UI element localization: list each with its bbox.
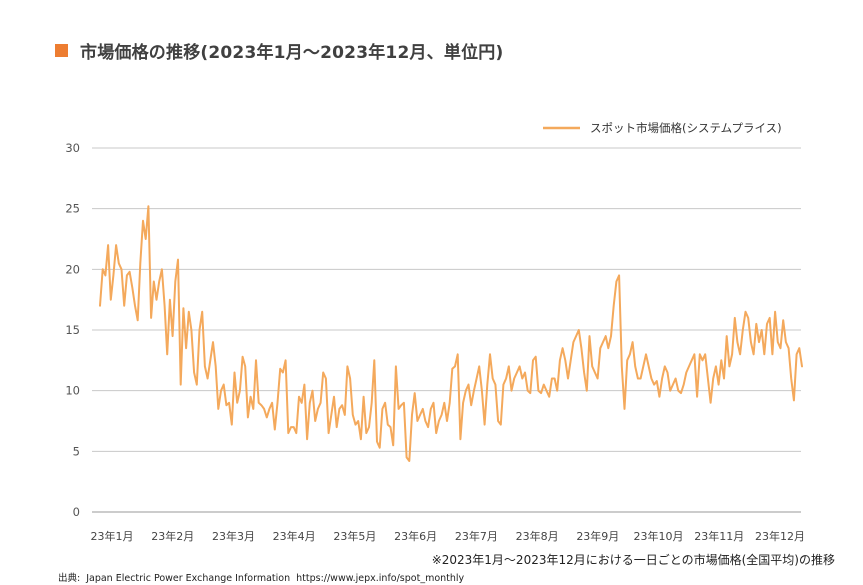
source-org: Japan Electric Power Exchange Informatio… bbox=[86, 573, 291, 584]
y-tick-label: 15 bbox=[65, 323, 80, 337]
x-tick-label: 23年4月 bbox=[273, 529, 316, 543]
y-tick-label: 25 bbox=[65, 202, 80, 216]
x-tick-label: 23年11月 bbox=[694, 529, 744, 543]
source-line: 出典: Japan Electric Power Exchange Informa… bbox=[58, 570, 470, 584]
x-tick-label: 23年9月 bbox=[576, 529, 619, 543]
x-tick-label: 23年2月 bbox=[151, 529, 194, 543]
x-tick-label: 23年3月 bbox=[212, 529, 255, 543]
title-marker-icon bbox=[55, 44, 68, 57]
chart-title: 市場価格の推移(2023年1月～2023年12月、単位円) bbox=[80, 43, 504, 63]
x-tick-label: 23年5月 bbox=[333, 529, 376, 543]
source-url[interactable]: https://www.jepx.info/spot_monthly bbox=[296, 573, 465, 584]
x-tick-label: 23年8月 bbox=[516, 529, 559, 543]
chart-note: ※2023年1月～2023年12月における一日ごとの市場価格(全国平均)の推移 bbox=[431, 553, 835, 567]
title-row: 市場価格の推移(2023年1月～2023年12月、単位円) bbox=[55, 38, 503, 63]
y-tick-label: 30 bbox=[65, 141, 80, 155]
x-tick-label: 23年12月 bbox=[755, 529, 805, 543]
y-tick-label: 10 bbox=[65, 384, 80, 398]
y-tick-label: 5 bbox=[73, 444, 80, 458]
x-tick-label: 23年10月 bbox=[634, 529, 684, 543]
series-line-spot-price bbox=[99, 205, 803, 462]
x-tick-label: 23年7月 bbox=[455, 529, 498, 543]
x-tick-label: 23年1月 bbox=[91, 529, 134, 543]
legend-label: スポット市場価格(システムプライス) bbox=[590, 121, 782, 135]
x-tick-label: 23年6月 bbox=[394, 529, 437, 543]
source-label: 出典: bbox=[58, 573, 81, 584]
y-tick-label: 20 bbox=[65, 262, 80, 276]
y-tick-label: 0 bbox=[73, 505, 80, 519]
